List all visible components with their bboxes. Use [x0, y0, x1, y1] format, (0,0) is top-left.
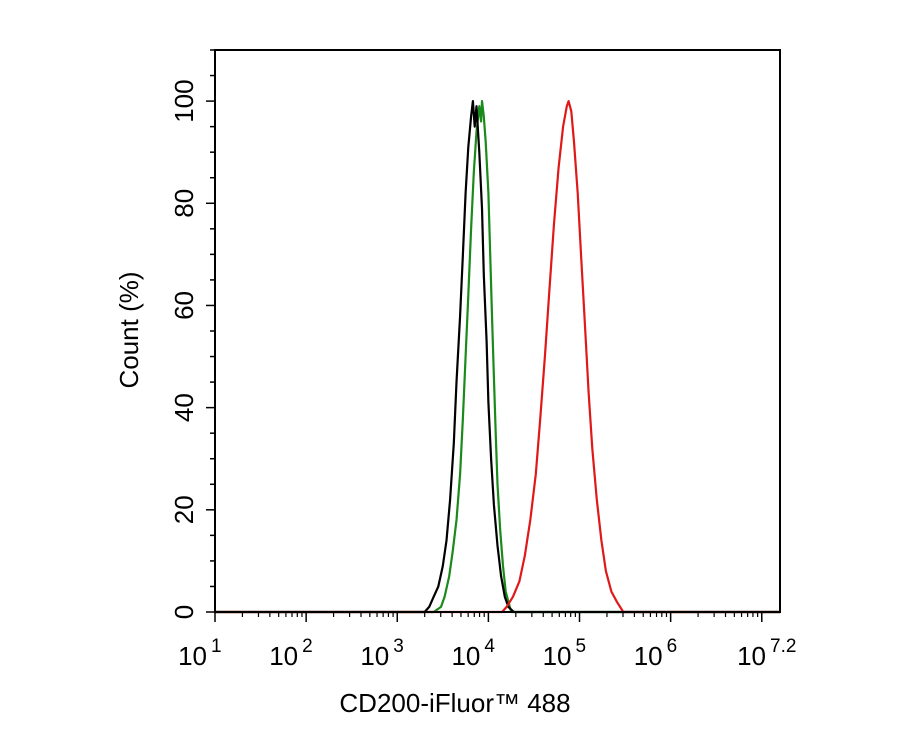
series-line-3 — [215, 100, 780, 614]
x-tick-exponent: 7.2 — [770, 636, 796, 657]
x-tick-exponent: 5 — [576, 636, 587, 657]
x-tick-exponent: 4 — [484, 636, 495, 657]
x-tick-exponent: 1 — [211, 636, 222, 657]
x-tick-base: 10 — [543, 641, 572, 671]
x-tick-label: 10 2 — [269, 636, 313, 671]
x-tick-base: 10 — [451, 641, 480, 671]
y-tick-label: 0 — [169, 605, 199, 619]
x-tick-exponent: 3 — [393, 636, 404, 657]
x-tick-label: 10 4 — [451, 636, 495, 671]
x-tick-label: 10 5 — [543, 636, 587, 671]
x-tick-base: 10 — [737, 641, 766, 671]
x-tick-base: 10 — [634, 641, 663, 671]
series-line-2 — [215, 100, 780, 614]
x-tick-label: 10 7.2 — [737, 636, 796, 671]
y-tick-label: 100 — [169, 79, 199, 122]
y-tick-label: 20 — [169, 495, 199, 524]
x-tick-exponent: 2 — [302, 636, 313, 657]
y-axis: 0 20 40 60 80 100 — [169, 49, 215, 619]
y-tick-label: 60 — [169, 291, 199, 320]
series-line-1 — [215, 100, 780, 614]
x-tick-base: 10 — [178, 641, 207, 671]
x-axis-label: CD200-iFluor™ 488 — [339, 688, 570, 718]
x-tick-base: 10 — [269, 641, 298, 671]
x-tick-label: 10 1 — [178, 636, 222, 671]
x-tick-base: 10 — [360, 641, 389, 671]
y-tick-label: 40 — [169, 393, 199, 422]
x-tick-exponent: 6 — [667, 636, 678, 657]
y-tick-label: 80 — [169, 189, 199, 218]
x-tick-label: 10 6 — [634, 636, 678, 671]
x-axis: 10 1 10 2 10 3 10 4 10 5 10 6 10 7.2 — [178, 612, 796, 671]
x-tick-label: 10 3 — [360, 636, 404, 671]
y-axis-label: Count (%) — [114, 271, 144, 388]
plot-frame — [214, 49, 781, 613]
series-layer — [215, 100, 780, 614]
